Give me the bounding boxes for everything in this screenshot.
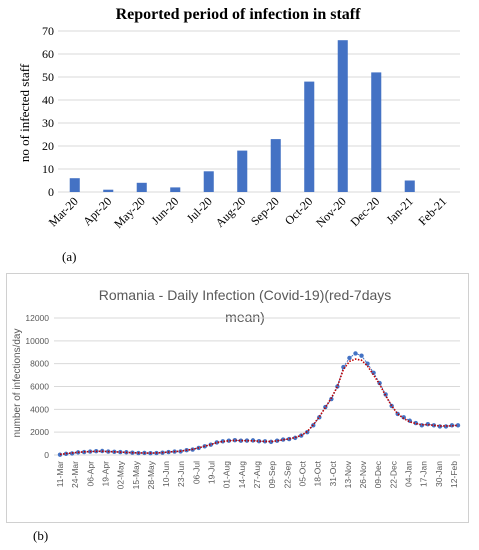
x-tick-label-b: 28-May [146, 460, 156, 489]
daily-point [280, 437, 286, 442]
bar-Nov-20 [337, 40, 348, 193]
x-tick-label-b: 31-Oct [328, 460, 338, 486]
y-tick-label-b: 8000 [30, 359, 49, 369]
daily-point [359, 353, 364, 358]
x-tick-label-b: 09-Sep [267, 461, 277, 489]
y-ticks-a: 0 10 20 30 40 50 60 70 [42, 24, 54, 199]
y-tick-label-a: 50 [42, 70, 54, 84]
x-tick-label-b: 23-Jun [176, 461, 186, 487]
daily-point [431, 423, 437, 428]
x-tick-label-a: Dec-20 [347, 194, 382, 229]
daily-point [347, 355, 352, 361]
x-tick-label-a: Sep-20 [248, 194, 282, 228]
bar-Sep-20 [270, 139, 281, 192]
y-tick-label-b: 0 [44, 450, 49, 460]
x-tick-label-b: 05-Oct [297, 460, 307, 486]
x-tick-label-b: 13-Nov [343, 460, 353, 488]
y-axis-label-b: number of infections/day [12, 329, 23, 438]
x-tick-label-b: 01-Aug [222, 461, 232, 489]
bar-chart-infected-staff: Reported period of infection in staff no… [17, 6, 460, 231]
x-tick-label-a: Mar-20 [46, 194, 81, 229]
bar-Dec-20 [371, 72, 382, 192]
y-tick-label-a: 60 [42, 47, 54, 61]
x-tick-label-b: 02-May [116, 460, 126, 489]
y-tick-label-b: 2000 [30, 427, 49, 437]
x-tick-label-b: 27-Aug [252, 461, 262, 489]
x-tick-label-a: Feb-21 [415, 194, 449, 228]
x-tick-label-b: 09-Dec [373, 460, 383, 488]
x-tick-label-b: 24-Mar [70, 461, 80, 488]
x-tick-label-b: 06-Apr [85, 461, 95, 487]
x-tick-label-b: 14-Aug [237, 461, 247, 489]
y-ticks-b: 0 2000 4000 6000 8000 10000 12000 [25, 313, 49, 460]
daily-point [238, 438, 244, 443]
x-tick-label-b: 06-Jul [191, 461, 201, 484]
chart-title-b-line2: mean) [225, 309, 265, 325]
mean-line [59, 358, 459, 456]
gridlines-b [54, 317, 460, 456]
x-tick-label-b: 04-Jan [404, 461, 414, 487]
bars-a [69, 40, 415, 193]
x-tick-label-b: 17-Jan [419, 461, 429, 487]
panel-label-a: (a) [62, 249, 77, 264]
daily-point [274, 438, 280, 443]
x-tick-label-b: 26-Nov [358, 460, 368, 488]
chart-frame-b [6, 273, 469, 523]
bar-Jun-20 [170, 187, 181, 192]
series-b [57, 351, 461, 457]
bar-Jul-20 [203, 171, 214, 192]
y-tick-label-a: 10 [42, 162, 54, 176]
daily-point [353, 351, 358, 356]
daily-point [455, 423, 461, 428]
x-tick-label-a: Oct-20 [282, 194, 315, 227]
line-chart-romania-daily: Romania - Daily Infection (Covid-19)(red… [12, 287, 461, 489]
y-tick-label-b: 10000 [25, 336, 49, 346]
y-tick-label-a: 0 [48, 185, 54, 199]
chart-title-a: Reported period of infection in staff [116, 6, 362, 23]
y-axis-label-a: no of infected staff [17, 63, 32, 162]
x-tick-label-a: May-20 [111, 194, 148, 231]
x-tick-label-a: Jun-20 [148, 194, 181, 227]
x-tick-label-b: 11-Mar [55, 461, 65, 487]
bar-Oct-20 [304, 81, 315, 192]
y-tick-label-a: 40 [42, 93, 54, 107]
y-tick-label-b: 12000 [25, 313, 49, 323]
x-tick-label-a: Aug-20 [213, 194, 249, 230]
bar-Aug-20 [237, 150, 248, 192]
bar-Jan-21 [404, 180, 415, 192]
y-tick-label-a: 20 [42, 139, 54, 153]
daily-point [262, 439, 268, 444]
x-ticks-b: 11-Mar 24-Mar 06-Apr 19-Apr 02-May 15-May 28-M… [55, 460, 459, 489]
x-tick-label-b: 22-Sep [282, 461, 292, 489]
panel-label-b: (b) [33, 528, 49, 543]
daily-point [244, 438, 250, 443]
chart-title-b-line1: Romania - Daily Infection (Covid-19)(red… [99, 287, 392, 303]
x-tick-label-b: 18-Oct [313, 460, 323, 486]
bar-Apr-20 [103, 189, 114, 192]
x-tick-label-a: Apr-20 [80, 194, 114, 228]
bar-May-20 [136, 182, 147, 192]
x-tick-label-a: Nov-20 [313, 194, 349, 230]
y-tick-label-b: 6000 [30, 382, 49, 392]
y-tick-label-a: 70 [42, 24, 54, 38]
x-tick-label-b: 10-Jun [161, 461, 171, 487]
x-tick-label-b: 12-Feb [449, 461, 459, 488]
daily-point [256, 438, 262, 444]
x-tick-label-b: 19-Jul [207, 461, 217, 484]
x-tick-label-a: Jul-20 [184, 194, 215, 225]
gridlines-a [58, 30, 460, 193]
x-tick-label-b: 30-Jan [434, 461, 444, 487]
x-tick-label-b: 15-May [131, 460, 141, 489]
bar-Mar-20 [69, 178, 80, 192]
y-tick-label-b: 4000 [30, 404, 49, 414]
x-tick-label-b: 22-Dec [388, 460, 398, 488]
x-tick-label-a: Jan-21 [383, 194, 416, 227]
x-tick-label-b: 19-Apr [100, 461, 110, 487]
y-tick-label-a: 30 [42, 116, 54, 130]
daily-point [226, 438, 232, 443]
